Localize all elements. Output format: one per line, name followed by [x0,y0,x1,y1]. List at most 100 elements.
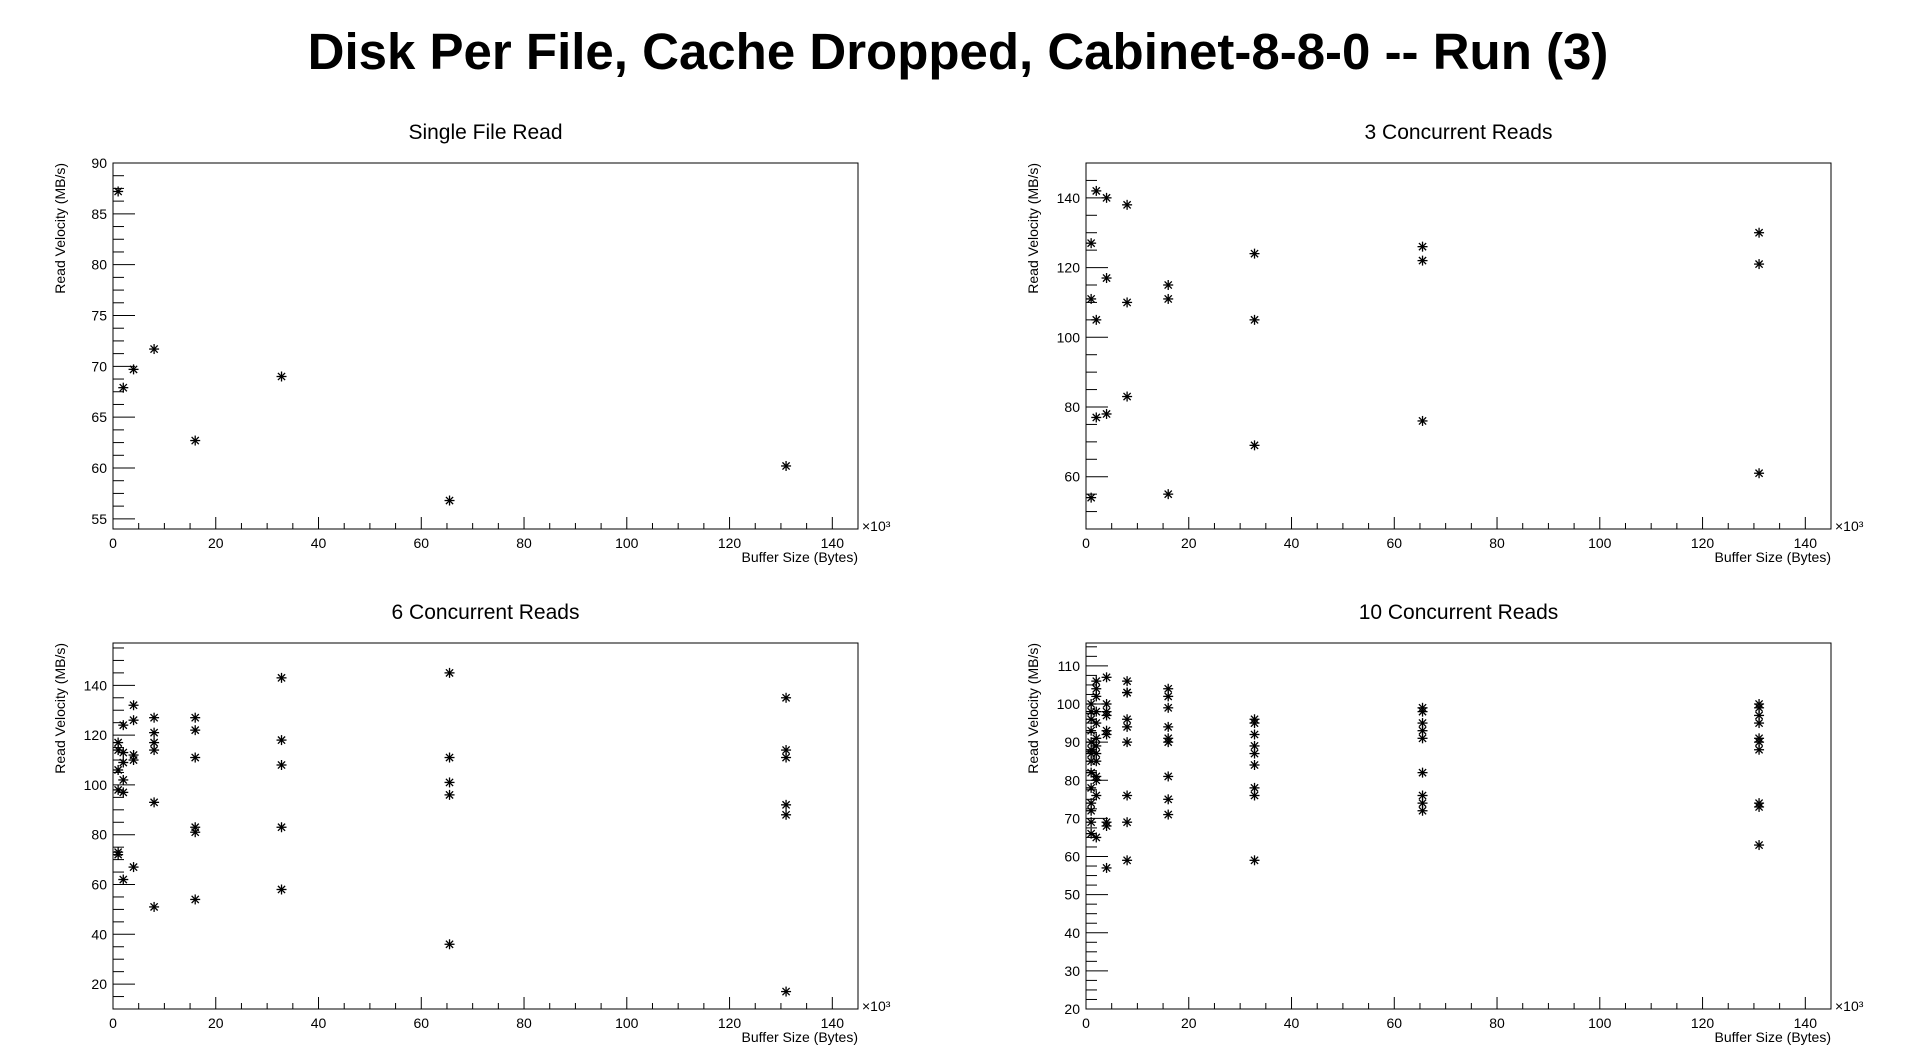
data-point [128,862,139,873]
data-point [1122,687,1133,698]
y-tick-label: 30 [1064,963,1080,979]
x-tick-label: 140 [821,1015,845,1031]
data-point [118,874,129,885]
data-point [1086,782,1097,793]
y-tick-label: 55 [91,511,107,527]
x-multiplier-label: ×10³ [862,518,891,534]
data-point [1163,280,1174,290]
data-point [1754,744,1765,755]
data-point [149,745,160,756]
x-tick-label: 20 [208,535,224,551]
data-point [1091,756,1102,767]
x-tick-label: 40 [311,535,327,551]
data-point [149,901,160,912]
y-tick-label: 50 [1064,887,1080,903]
data-point [118,382,129,393]
data-point [276,884,287,895]
data-point [1249,748,1260,759]
data-point [128,755,139,766]
data-point [1417,767,1428,778]
data-point [1754,259,1765,270]
data-point [1417,255,1428,266]
data-point [1417,725,1428,736]
x-tick-label: 120 [1691,535,1715,551]
data-point [276,735,287,746]
data-point [1086,767,1097,778]
data-point [1249,760,1260,770]
x-tick-label: 20 [208,1015,224,1031]
data-point [1417,805,1428,816]
data-point [1417,733,1428,744]
data-point [1417,415,1428,426]
data-point [444,667,455,678]
data-point [1101,729,1112,740]
y-tick-label: 100 [84,777,108,793]
x-tick-label: 140 [821,535,845,551]
x-tick-label: 80 [1489,535,1505,551]
x-tick-label: 20 [1181,1015,1197,1031]
data-point [1091,683,1102,694]
data-point [444,789,455,800]
data-point [1754,718,1765,729]
y-tick-label: 80 [91,827,107,843]
data-point [276,672,287,683]
data-point [1249,314,1260,325]
data-point [1101,821,1112,831]
data-point [1091,832,1102,843]
data-point [444,752,455,763]
y-tick-label: 120 [84,727,108,743]
panel-title: Single File Read [408,121,562,144]
data-point [149,737,160,748]
data-point [1163,293,1174,304]
y-tick-label: 70 [1064,810,1080,826]
data-point [1091,718,1102,729]
data-point [1163,809,1174,820]
data-point [1417,706,1428,717]
y-tick-label: 85 [91,206,107,222]
data-point [1417,241,1428,252]
y-tick-label: 100 [1057,696,1081,712]
data-point [781,745,792,756]
data-point [781,986,792,997]
x-tick-label: 0 [1082,535,1090,551]
data-point [1101,710,1112,721]
x-tick-label: 100 [1588,1015,1612,1031]
y-tick-label: 20 [91,976,107,992]
data-point [1086,805,1097,816]
data-point [149,797,160,808]
data-point [1091,740,1102,751]
data-point [1249,855,1260,866]
x-tick-label: 60 [413,535,429,551]
x-tick-label: 80 [1489,1015,1505,1031]
data-point [113,186,124,197]
x-tick-label: 100 [1588,535,1612,551]
data-point [190,712,201,723]
y-tick-label: 75 [91,308,107,324]
data-point [1091,775,1102,786]
panel-title: 3 Concurrent Reads [1365,121,1553,144]
data-point [1163,489,1174,500]
data-point [444,777,455,788]
data-point [1091,706,1102,717]
x-tick-label: 100 [615,535,639,551]
data-point [1249,718,1260,729]
data-point [1091,185,1102,196]
y-tick-label: 60 [1064,849,1080,865]
data-point [1754,801,1765,812]
data-point [118,774,129,785]
x-tick-label: 40 [311,1015,327,1031]
y-tick-label: 80 [91,257,107,273]
data-point [113,847,124,858]
data-point [781,692,792,703]
data-point [781,752,792,763]
data-point [1122,297,1133,308]
data-point [118,720,129,731]
data-point [1086,817,1097,828]
data-point [190,894,201,905]
x-tick-label: 120 [718,535,742,551]
y-tick-label: 65 [91,409,107,425]
y-tick-label: 80 [1064,399,1080,415]
x-axis-label: Buffer Size (Bytes) [1715,1029,1831,1045]
data-point [1122,790,1133,801]
